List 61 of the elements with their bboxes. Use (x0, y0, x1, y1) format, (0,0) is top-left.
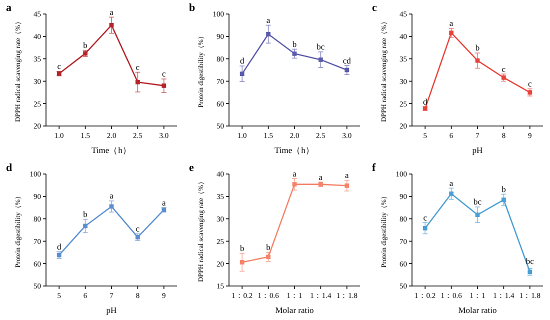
annotation: bc (526, 256, 534, 266)
annotation: b (292, 38, 297, 49)
point (240, 72, 244, 76)
point (318, 57, 323, 62)
chart-title: d (6, 162, 12, 174)
point (292, 51, 297, 56)
point (449, 192, 454, 196)
annotation: c (528, 78, 532, 89)
x-axis-title: pH (106, 305, 117, 315)
annotation: c (136, 62, 140, 72)
annotation: c (423, 212, 428, 222)
annotation: a (345, 170, 350, 180)
point (83, 224, 88, 228)
annotation: c (162, 68, 166, 79)
point (344, 68, 350, 72)
annotation: b (83, 209, 88, 220)
annotation: c (57, 61, 62, 72)
annotation: b (502, 184, 506, 194)
annotation: b (240, 243, 244, 254)
point (136, 80, 140, 84)
point (162, 83, 166, 88)
chart-title: f (372, 162, 376, 174)
point (266, 254, 270, 260)
chart-title: c (372, 2, 377, 14)
annotation: bc (473, 196, 482, 207)
point (475, 212, 480, 217)
annotation: cd (342, 55, 352, 66)
annotation: a (292, 168, 297, 178)
annotation: a (266, 14, 270, 25)
point (292, 182, 297, 187)
x-axis-title: Time（h） (92, 145, 132, 155)
annotation: d (422, 96, 428, 106)
annotation: a (449, 178, 454, 188)
point (422, 226, 428, 230)
point (449, 30, 454, 36)
point (109, 23, 114, 28)
annotation: d (240, 56, 245, 66)
point (502, 198, 506, 202)
annotation: d (56, 241, 62, 252)
chart-title: a (6, 2, 12, 14)
chart-title: b (189, 2, 196, 14)
annotation: a (110, 190, 114, 201)
annotation: b (475, 42, 480, 53)
annotation: b (266, 242, 270, 252)
annotation: bc (316, 42, 325, 52)
annotation: c (502, 64, 506, 74)
point (240, 260, 244, 264)
x-axis-title: Molar ratio (458, 305, 497, 315)
annotation: a (449, 18, 454, 28)
x-axis-title: Molar ratio (275, 305, 314, 315)
annotation: c (136, 224, 140, 234)
point (475, 58, 480, 63)
annotation: b (83, 40, 88, 50)
annotation: a (162, 197, 166, 208)
point (266, 32, 270, 36)
chart-title: e (189, 162, 194, 174)
x-axis-title: pH (472, 145, 483, 155)
point (344, 183, 350, 188)
annotation: a (318, 172, 323, 182)
annotation: a (110, 6, 114, 17)
x-axis-title: Time（h） (274, 145, 314, 155)
